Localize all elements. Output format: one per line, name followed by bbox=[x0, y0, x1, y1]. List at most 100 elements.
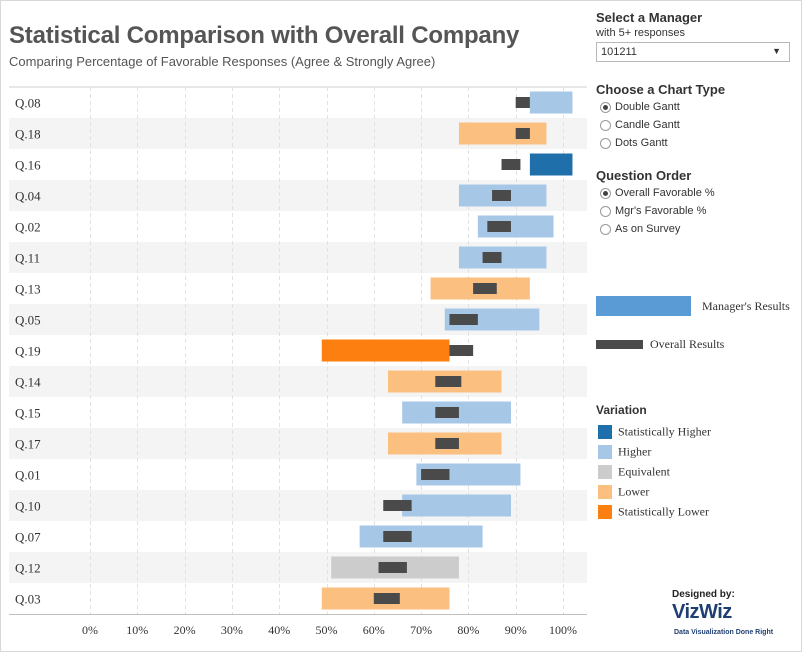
question-label: Q.10 bbox=[15, 499, 41, 514]
variation-item[interactable]: Statistically Lower bbox=[598, 503, 709, 519]
question-order-heading: Question Order bbox=[596, 168, 692, 183]
order-option-manager[interactable]: Mgr's Favorable % bbox=[600, 205, 706, 221]
radio-label: Dots Gantt bbox=[615, 137, 668, 150]
overall-bar bbox=[421, 469, 450, 480]
overall-bar bbox=[378, 562, 407, 573]
x-tick-label: 100% bbox=[549, 623, 577, 637]
manager-select-value: 101211 bbox=[601, 46, 637, 58]
manager-bar bbox=[458, 246, 547, 269]
overall-bar bbox=[435, 407, 459, 418]
managers-results-swatch bbox=[596, 296, 691, 316]
chart-type-heading: Choose a Chart Type bbox=[596, 82, 726, 97]
radio-icon[interactable] bbox=[600, 187, 611, 199]
overall-bar bbox=[435, 438, 459, 449]
gantt-chart: Q.08 Q.18 Q.16 Q.04 Q.02 Q.11 Q.13 Q.05 Q.19 Q.14… bbox=[9, 86, 587, 637]
variation-swatch bbox=[598, 464, 612, 479]
question-label: Q.02 bbox=[15, 220, 41, 235]
row-band bbox=[9, 552, 587, 583]
radio-icon[interactable] bbox=[600, 137, 611, 149]
question-label: Q.18 bbox=[15, 127, 41, 142]
overall-bar bbox=[487, 221, 511, 232]
radio-label: Mgr's Favorable % bbox=[615, 205, 707, 218]
overall-bar bbox=[473, 283, 497, 294]
variation-item[interactable]: Equivalent bbox=[598, 463, 670, 479]
overall-bar bbox=[383, 531, 412, 542]
question-label: Q.04 bbox=[15, 189, 41, 204]
overall-bar bbox=[501, 159, 521, 170]
x-tick-label: 40% bbox=[268, 623, 290, 637]
radio-icon[interactable] bbox=[600, 223, 611, 235]
question-label: Q.17 bbox=[15, 437, 41, 452]
chart-type-option-candle-gantt[interactable]: Candle Gantt bbox=[600, 119, 680, 135]
variation-swatch bbox=[598, 444, 612, 459]
overall-bar bbox=[515, 97, 530, 108]
manager-bar bbox=[359, 525, 483, 548]
overall-results-swatch bbox=[596, 340, 643, 349]
variation-label: Higher bbox=[618, 444, 652, 459]
x-tick-label: 30% bbox=[221, 623, 243, 637]
radio-label: Double Gantt bbox=[615, 101, 680, 114]
variation-item[interactable]: Lower bbox=[598, 483, 650, 499]
x-tick-label: 90% bbox=[505, 623, 527, 637]
overall-bar bbox=[373, 593, 400, 604]
radio-icon[interactable] bbox=[600, 205, 611, 217]
manager-bar bbox=[321, 339, 450, 362]
variation-item[interactable]: Statistically Higher bbox=[598, 423, 711, 439]
question-label: Q.19 bbox=[15, 344, 41, 359]
variation-item[interactable]: Higher bbox=[598, 443, 652, 459]
question-label: Q.01 bbox=[15, 468, 41, 483]
radio-label: As on Survey bbox=[615, 223, 681, 236]
question-label: Q.08 bbox=[15, 96, 41, 111]
chart-type-option-dots-gantt[interactable]: Dots Gantt bbox=[600, 137, 668, 153]
overall-bar bbox=[449, 314, 478, 325]
variation-swatch bbox=[598, 424, 612, 439]
managers-results-label: Manager's Results bbox=[702, 299, 790, 313]
question-label: Q.14 bbox=[15, 375, 41, 390]
x-tick-label: 20% bbox=[174, 623, 196, 637]
manager-bar bbox=[458, 122, 547, 145]
variation-label: Equivalent bbox=[618, 464, 670, 479]
chart-type-option-double-gantt[interactable]: Double Gantt bbox=[600, 101, 680, 117]
overall-bar bbox=[515, 128, 530, 139]
manager-bar bbox=[402, 494, 511, 517]
variation-label: Statistically Higher bbox=[618, 424, 711, 439]
page-subtitle: Comparing Percentage of Favorable Respon… bbox=[9, 54, 436, 69]
question-label: Q.12 bbox=[15, 561, 41, 576]
page-title: Statistical Comparison with Overall Comp… bbox=[9, 22, 520, 49]
chevron-down-icon[interactable]: ▼ bbox=[772, 46, 781, 56]
variation-swatch bbox=[598, 484, 612, 499]
order-option-overall[interactable]: Overall Favorable % bbox=[600, 187, 715, 203]
radio-icon[interactable] bbox=[600, 119, 611, 131]
overall-bar bbox=[492, 190, 511, 201]
order-option-survey[interactable]: As on Survey bbox=[600, 223, 680, 239]
manager-bar bbox=[529, 91, 573, 114]
manager-subheading: with 5+ responses bbox=[596, 27, 685, 39]
overall-bar bbox=[449, 345, 474, 356]
brand-logo: VizWiz bbox=[672, 601, 732, 623]
radio-icon[interactable] bbox=[600, 101, 611, 113]
question-label: Q.15 bbox=[15, 406, 41, 421]
designed-by-label: Designed by: bbox=[672, 589, 735, 600]
x-tick-label: 0% bbox=[82, 623, 98, 637]
question-label: Q.03 bbox=[15, 592, 41, 607]
variation-label: Lower bbox=[618, 484, 650, 499]
question-label: Q.11 bbox=[15, 251, 40, 266]
question-label: Q.05 bbox=[15, 313, 41, 328]
brand-tagline: Data Visualization Done Right bbox=[674, 629, 774, 636]
variation-label: Statistically Lower bbox=[618, 504, 709, 519]
x-tick-label: 10% bbox=[126, 623, 148, 637]
radio-label: Candle Gantt bbox=[615, 119, 680, 132]
variation-heading: Variation bbox=[596, 403, 647, 417]
manager-heading: Select a Manager bbox=[596, 10, 703, 25]
manager-bar bbox=[529, 153, 573, 176]
manager-select[interactable]: 101211 ▼ bbox=[596, 42, 790, 62]
radio-label: Overall Favorable % bbox=[615, 187, 715, 200]
x-tick-label: 50% bbox=[316, 623, 338, 637]
question-label: Q.16 bbox=[15, 158, 41, 173]
x-tick-label: 80% bbox=[457, 623, 479, 637]
question-label: Q.07 bbox=[15, 530, 41, 545]
overall-results-label: Overall Results bbox=[650, 337, 725, 351]
overall-bar bbox=[482, 252, 502, 263]
x-tick-label: 70% bbox=[410, 623, 432, 637]
overall-bar bbox=[435, 376, 462, 387]
